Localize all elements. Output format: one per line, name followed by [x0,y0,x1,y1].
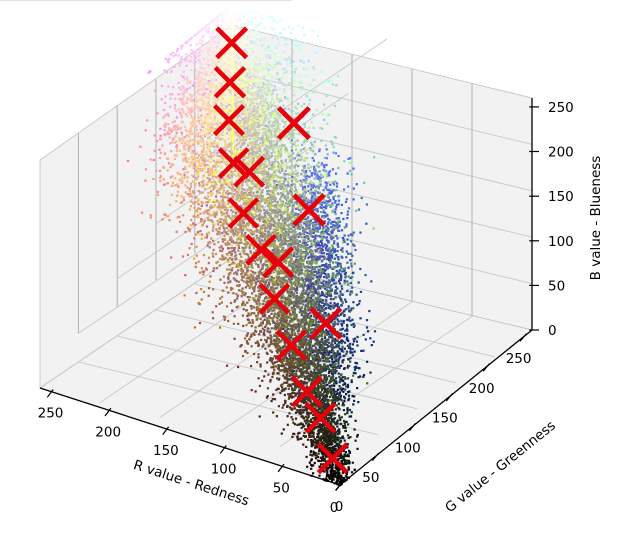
cluster-centroid-markers [212,26,349,475]
y-axis-title: G value - Greenness [442,418,559,516]
scatter-points [126,3,377,487]
cluster-centroid [217,147,250,179]
tick-label: 150 [153,443,179,459]
cluster-centroid [233,155,266,188]
cluster-centroid [245,233,277,266]
tick-label: 200 [95,424,121,440]
cluster-centroid [291,375,323,408]
tick-label: 0 [335,499,344,515]
cluster-centroid [316,442,349,475]
tick-label: 150 [548,189,574,205]
tick-label: 100 [395,440,421,456]
z-axis-title: B value - Blueness [588,156,604,281]
tick-label: 200 [469,381,495,397]
tick-label: 250 [548,100,574,116]
cluster-centroid [213,66,247,99]
cluster-centroid [227,197,260,229]
cluster-centroid [309,306,343,340]
cluster-centroid [292,193,326,227]
tick-label: 0 [548,323,557,339]
x-axis-line [39,387,341,486]
tick-label: 50 [362,470,379,486]
tick-label: 100 [548,234,574,250]
tick-label: 100 [211,462,237,478]
tick-label: 250 [506,351,532,367]
cluster-centroid [215,26,249,60]
cluster-centroid [275,329,308,362]
axis-ticks: 0 50 100 150 200 250 0 50 100 150 200 250 0 50 100 150 2… [38,100,574,516]
tick-label: 250 [38,406,64,422]
tick-label: 0 [330,500,339,516]
tick-label: 150 [432,411,458,427]
tick-label: 50 [548,278,565,294]
cluster-centroid [304,402,337,434]
axis-lines [39,98,533,486]
y-axis-line [339,329,533,486]
cluster-centroid [276,106,311,141]
cluster-centroid [212,104,246,137]
cluster-centroid [258,282,291,315]
tick-label: 50 [273,480,290,496]
tick-label: 200 [548,145,574,161]
cluster-centroid [262,246,295,279]
